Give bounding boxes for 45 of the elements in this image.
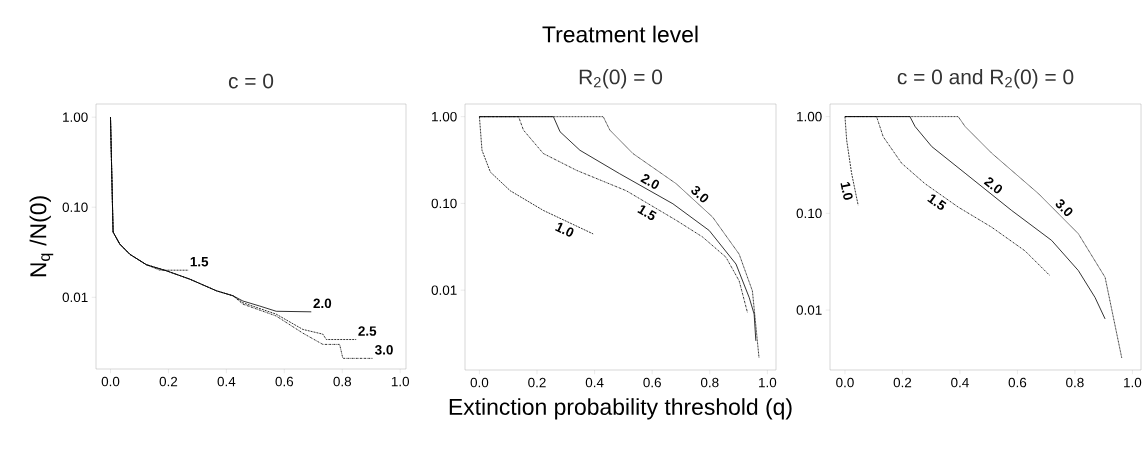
x-axis-title: Extinction probability threshold (q)	[449, 398, 792, 420]
y-tick-label: 0.01	[62, 292, 88, 303]
x-tick-label: 0.6	[643, 377, 661, 388]
text: Treatment level	[542, 25, 698, 43]
y-tick-label: 0.10	[62, 202, 88, 212]
text: 1.0	[840, 182, 853, 200]
x-tick-label: 0.2	[159, 376, 178, 387]
text: 1.5	[637, 205, 657, 221]
x-tick-label: 0.4	[585, 377, 604, 388]
y-tick-label: 0.10	[431, 198, 457, 209]
x-tick-label: 0.6	[1008, 377, 1027, 388]
x-tick-label: 1.0	[391, 376, 410, 387]
x-tick-label: 0.0	[101, 376, 120, 387]
y-tick-label: 0.10	[796, 208, 822, 219]
text: 1.0	[555, 222, 574, 237]
series-label: 3.0	[375, 345, 393, 355]
x-tick-label: 0.2	[528, 377, 546, 388]
series-label: 1.5	[190, 257, 209, 267]
x-tick-label: 0.2	[893, 377, 912, 388]
y-axis-title: N$_{q}$ /N(0)	[29, 196, 54, 277]
x-tick-label: 1.0	[1124, 377, 1142, 388]
chart-title: c = 0	[228, 73, 274, 89]
x-tick-label: 0.8	[333, 376, 352, 387]
x-tick-label: 1.0	[759, 377, 777, 388]
y-tick-label: 1.00	[63, 112, 88, 122]
x-tick-label: 0.8	[700, 377, 719, 388]
chart-title: R$_{2}$(0) = 0	[579, 69, 663, 89]
text: 1.5	[927, 194, 947, 210]
y-tick-label: 0.01	[431, 285, 457, 295]
x-tick-label: 0.4	[951, 377, 969, 388]
x-tick-label: 0.0	[470, 377, 489, 388]
y-tick-label: 1.00	[432, 111, 457, 122]
x-tick-label: 0.4	[217, 376, 236, 387]
x-tick-label: 0.8	[1066, 377, 1084, 388]
text: 3.0	[691, 185, 709, 203]
series-label: 2.0	[313, 298, 332, 309]
text: 2.0	[640, 174, 660, 189]
y-tick-label: 0.01	[796, 305, 822, 315]
y-tick-label: 1.00	[797, 111, 822, 122]
series-label: 2.5	[358, 326, 377, 336]
text: 2.0	[983, 177, 1003, 194]
x-tick-label: 0.0	[836, 377, 854, 388]
chart-title: c = 0 and R$_{2}$(0) = 0	[897, 69, 1074, 89]
text: 3.0	[1055, 199, 1073, 217]
x-tick-label: 0.6	[275, 376, 294, 387]
